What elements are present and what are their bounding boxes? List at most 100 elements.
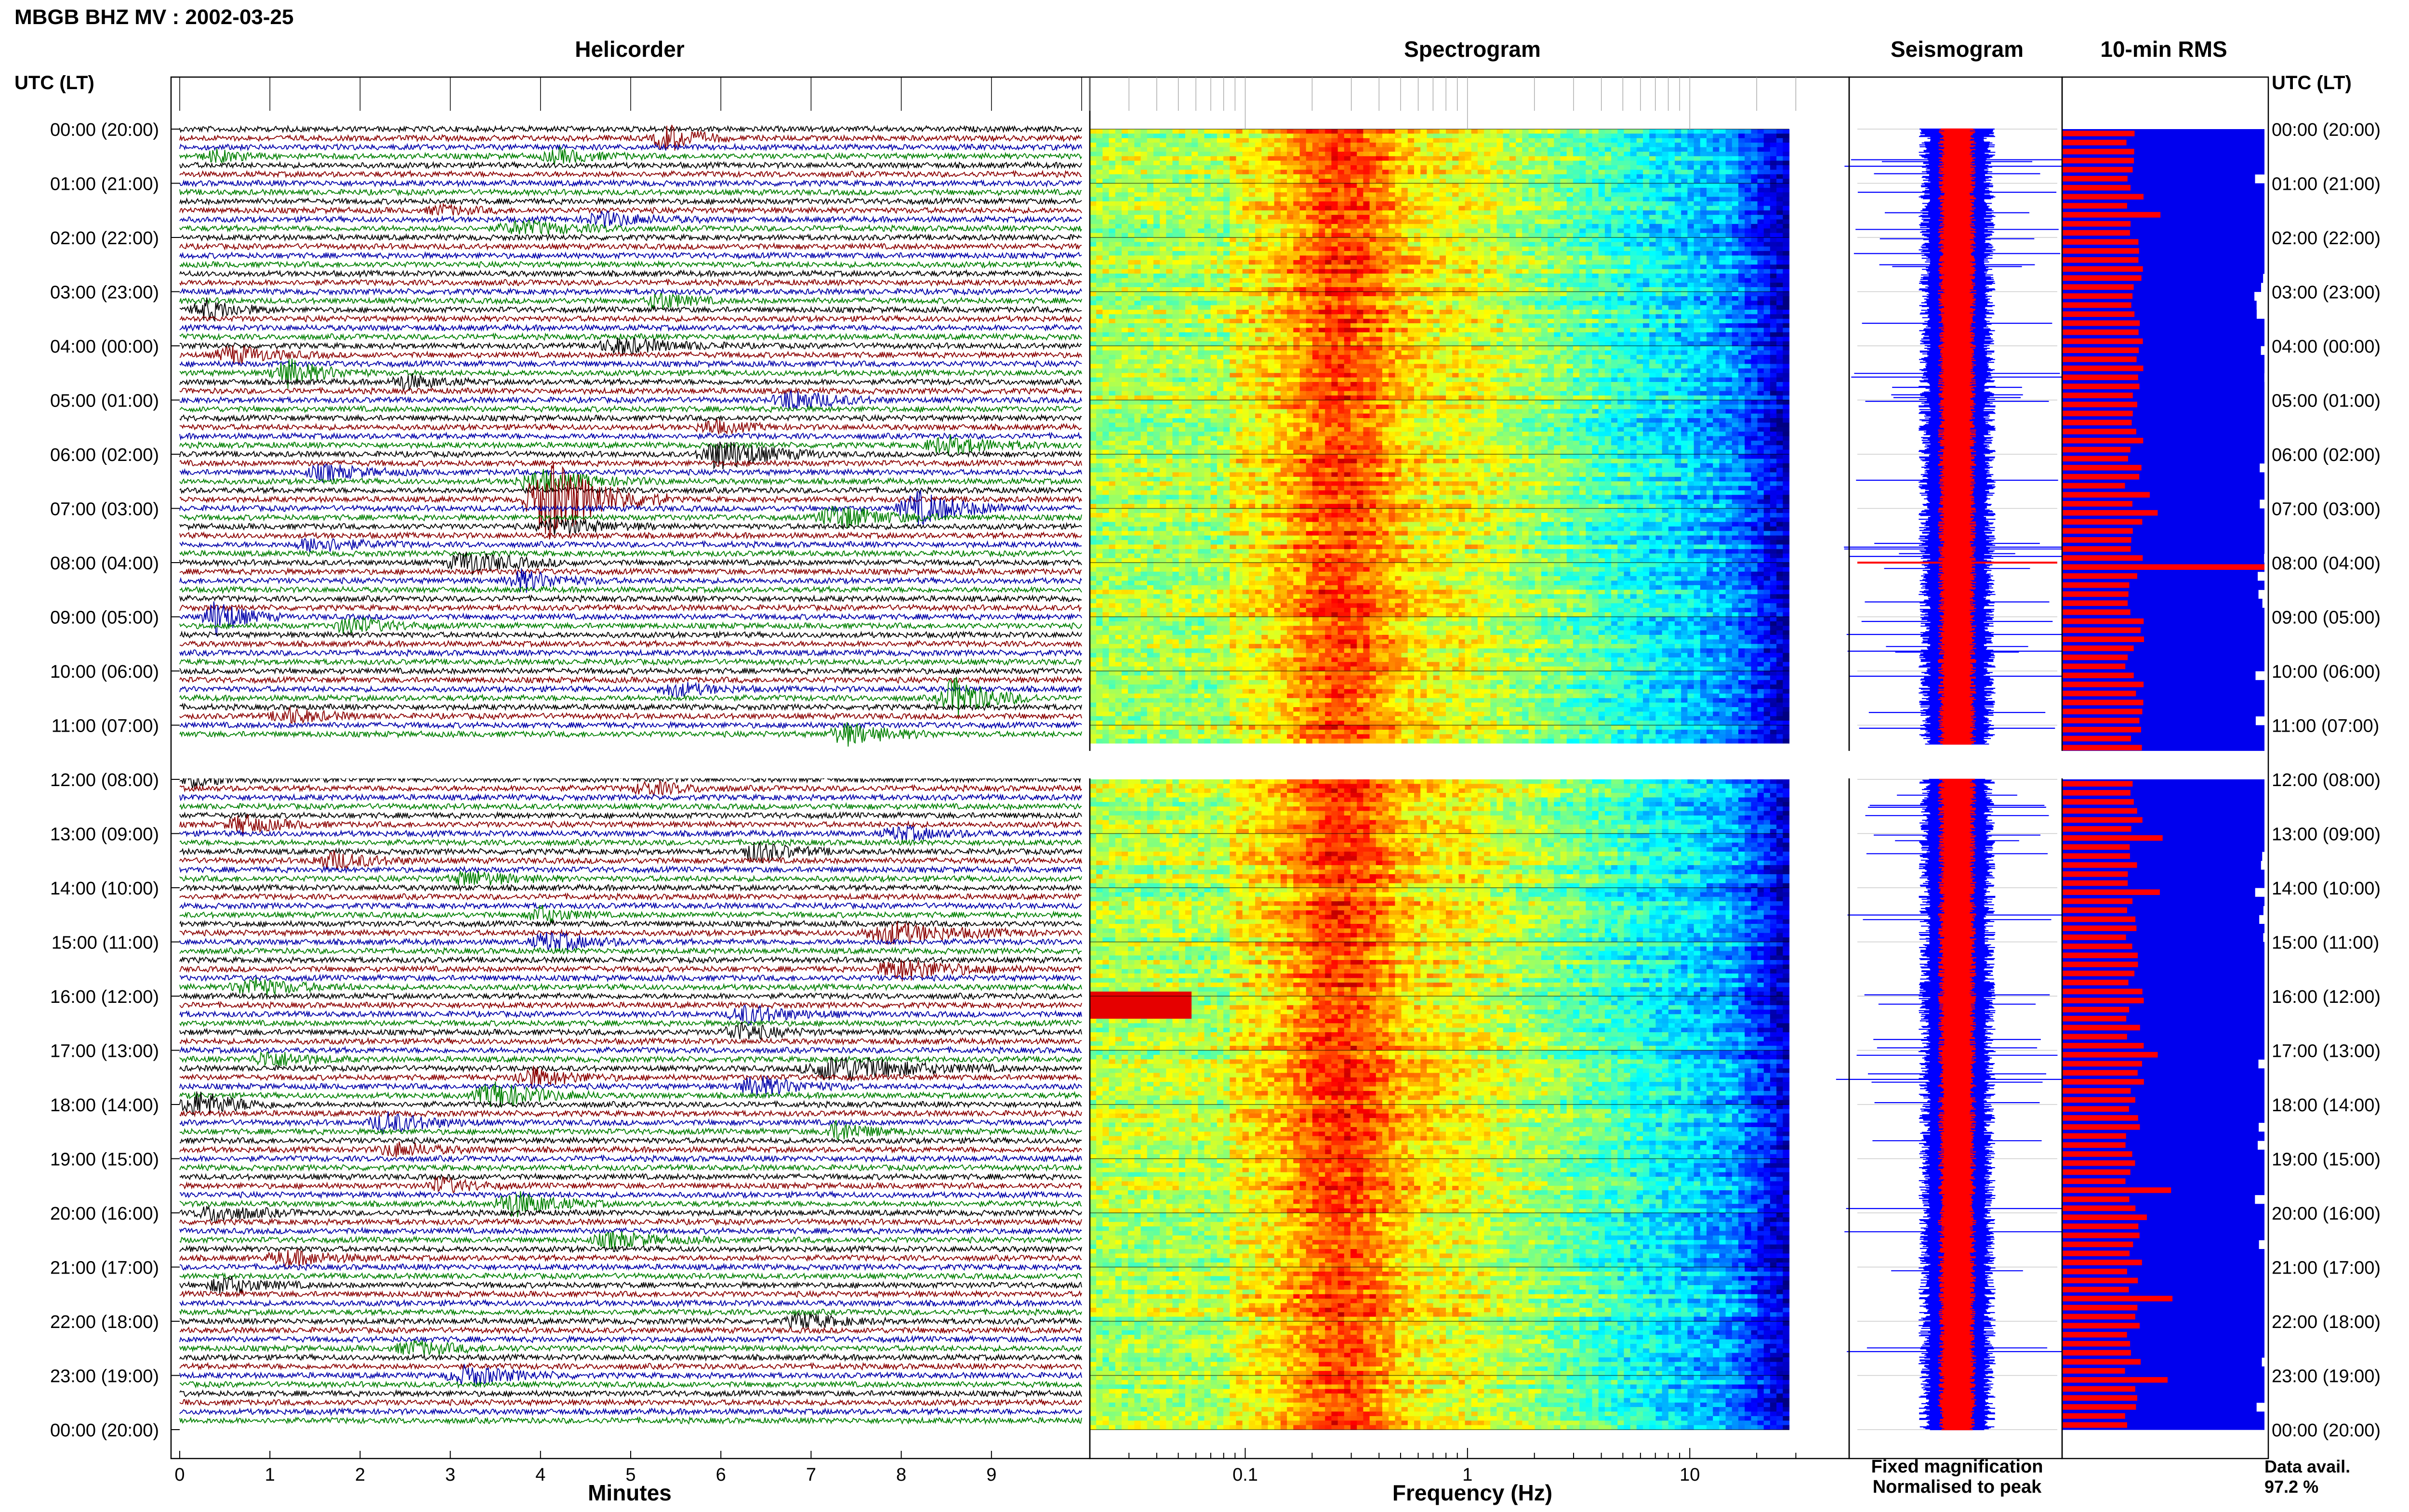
spectrogram-cell xyxy=(1357,160,1363,166)
spectrogram-cell xyxy=(1484,301,1491,306)
spectrogram-cell xyxy=(1745,129,1751,134)
spectrogram-cell xyxy=(1280,323,1287,329)
spectrogram-cell xyxy=(1503,251,1510,256)
spectrogram-cell xyxy=(1191,147,1198,152)
spectrogram-cell xyxy=(1134,228,1141,234)
spectrogram-cell xyxy=(1579,242,1586,247)
spectrogram-cell xyxy=(1643,310,1650,315)
spectrogram-cell xyxy=(1401,143,1408,148)
spectrogram-cell xyxy=(1293,251,1300,256)
spectrogram-cell xyxy=(1662,219,1669,224)
spectrogram-cell xyxy=(1090,269,1097,274)
spectrogram-cell xyxy=(1751,228,1758,234)
spectrogram-cell xyxy=(1109,310,1116,315)
spectrogram-cell xyxy=(1541,318,1548,324)
spectrogram-cell xyxy=(1147,183,1154,188)
spectrogram-cell xyxy=(1350,143,1357,148)
spectrogram-cell xyxy=(1185,165,1192,170)
spectrogram-cell xyxy=(1191,291,1198,297)
spectrogram-cell xyxy=(1783,147,1790,152)
spectrogram-cell xyxy=(1293,310,1300,315)
spectrogram-cell xyxy=(1337,129,1345,134)
spectrogram-cell xyxy=(1662,310,1669,315)
spectrogram-cell xyxy=(1694,323,1701,329)
spectrogram-cell xyxy=(1490,296,1497,301)
spectrogram-cell xyxy=(1122,278,1128,283)
spectrogram-cell xyxy=(1649,274,1656,278)
spectrogram-cell xyxy=(1090,264,1097,270)
spectrogram-cell xyxy=(1102,151,1110,157)
spectrogram-cell xyxy=(1376,192,1383,197)
spectrogram-cell xyxy=(1350,305,1357,310)
spectrogram-cell xyxy=(1700,165,1707,170)
spectrogram-cell xyxy=(1465,228,1472,234)
spectrogram-cell xyxy=(1687,246,1694,251)
spectrogram-cell xyxy=(1427,224,1434,229)
spectrogram-cell xyxy=(1630,310,1637,315)
spectrogram-cell xyxy=(1732,310,1739,315)
spectrogram-cell xyxy=(1427,278,1434,283)
spectrogram-cell xyxy=(1382,210,1389,215)
spectrogram-cell xyxy=(1395,301,1402,306)
spectrogram-cell xyxy=(1604,160,1612,166)
spectrogram-cell xyxy=(1134,179,1141,184)
spectrogram-cell xyxy=(1102,314,1110,319)
spectrogram-cell xyxy=(1210,179,1218,184)
spectrogram-cell xyxy=(1751,156,1758,161)
spectrogram-cell xyxy=(1662,237,1669,242)
spectrogram-cell xyxy=(1503,138,1510,143)
spectrogram-cell xyxy=(1389,201,1395,206)
spectrogram-cell xyxy=(1274,224,1281,229)
spectrogram-cell xyxy=(1382,192,1389,197)
spectrogram-cell xyxy=(1484,291,1491,297)
spectrogram-cell xyxy=(1312,206,1319,211)
spectrogram-cell xyxy=(1357,251,1363,256)
spectrogram-cell xyxy=(1719,133,1726,139)
spectrogram-cell xyxy=(1707,278,1713,283)
spectrogram-cell xyxy=(1268,314,1275,319)
spectrogram-cell xyxy=(1357,246,1363,251)
spectrogram-cell xyxy=(1236,242,1243,247)
spectrogram-cell xyxy=(1770,323,1777,329)
spectrogram-cell xyxy=(1102,310,1110,315)
spectrogram-cell xyxy=(1115,170,1122,175)
spectrogram-cell xyxy=(1261,260,1269,265)
spectrogram-cell xyxy=(1299,133,1307,139)
spectrogram-cell xyxy=(1503,296,1510,301)
spectrogram-cell xyxy=(1751,147,1758,152)
spectrogram-cell xyxy=(1655,310,1663,315)
spectrogram-cell xyxy=(1604,291,1612,297)
spectrogram-cell xyxy=(1604,156,1612,161)
spectrogram-cell xyxy=(1763,314,1771,319)
spectrogram-cell xyxy=(1268,143,1275,148)
spectrogram-cell xyxy=(1522,301,1529,306)
spectrogram-cell xyxy=(1198,274,1205,278)
spectrogram-cell xyxy=(1655,291,1663,297)
spectrogram-cell xyxy=(1458,210,1466,215)
spectrogram-cell xyxy=(1649,255,1656,261)
spectrogram-cell xyxy=(1325,318,1332,324)
spectrogram-cell xyxy=(1586,219,1593,224)
spectrogram-cell xyxy=(1178,291,1186,297)
spectrogram-cell xyxy=(1337,301,1345,306)
spectrogram-cell xyxy=(1102,278,1110,283)
spectrogram-cell xyxy=(1509,143,1516,148)
spectrogram-cell xyxy=(1732,192,1739,197)
spectrogram-cell xyxy=(1528,318,1535,324)
spectrogram-cell xyxy=(1484,233,1491,238)
spectrogram-cell xyxy=(1350,174,1357,179)
spectrogram-cell xyxy=(1191,260,1198,265)
spectrogram-cell xyxy=(1573,224,1580,229)
spectrogram-cell xyxy=(1185,251,1192,256)
spectrogram-cell xyxy=(1128,237,1135,242)
spectrogram-cell xyxy=(1191,187,1198,193)
spectrogram-cell xyxy=(1535,282,1542,288)
spectrogram-cell xyxy=(1357,129,1363,134)
spectrogram-cell xyxy=(1274,323,1281,329)
spectrogram-cell xyxy=(1713,174,1720,179)
spectrogram-cell xyxy=(1210,318,1218,324)
spectrogram-cell xyxy=(1586,206,1593,211)
spectrogram-cell xyxy=(1522,233,1529,238)
spectrogram-cell xyxy=(1707,138,1713,143)
spectrogram-cell xyxy=(1458,242,1466,247)
